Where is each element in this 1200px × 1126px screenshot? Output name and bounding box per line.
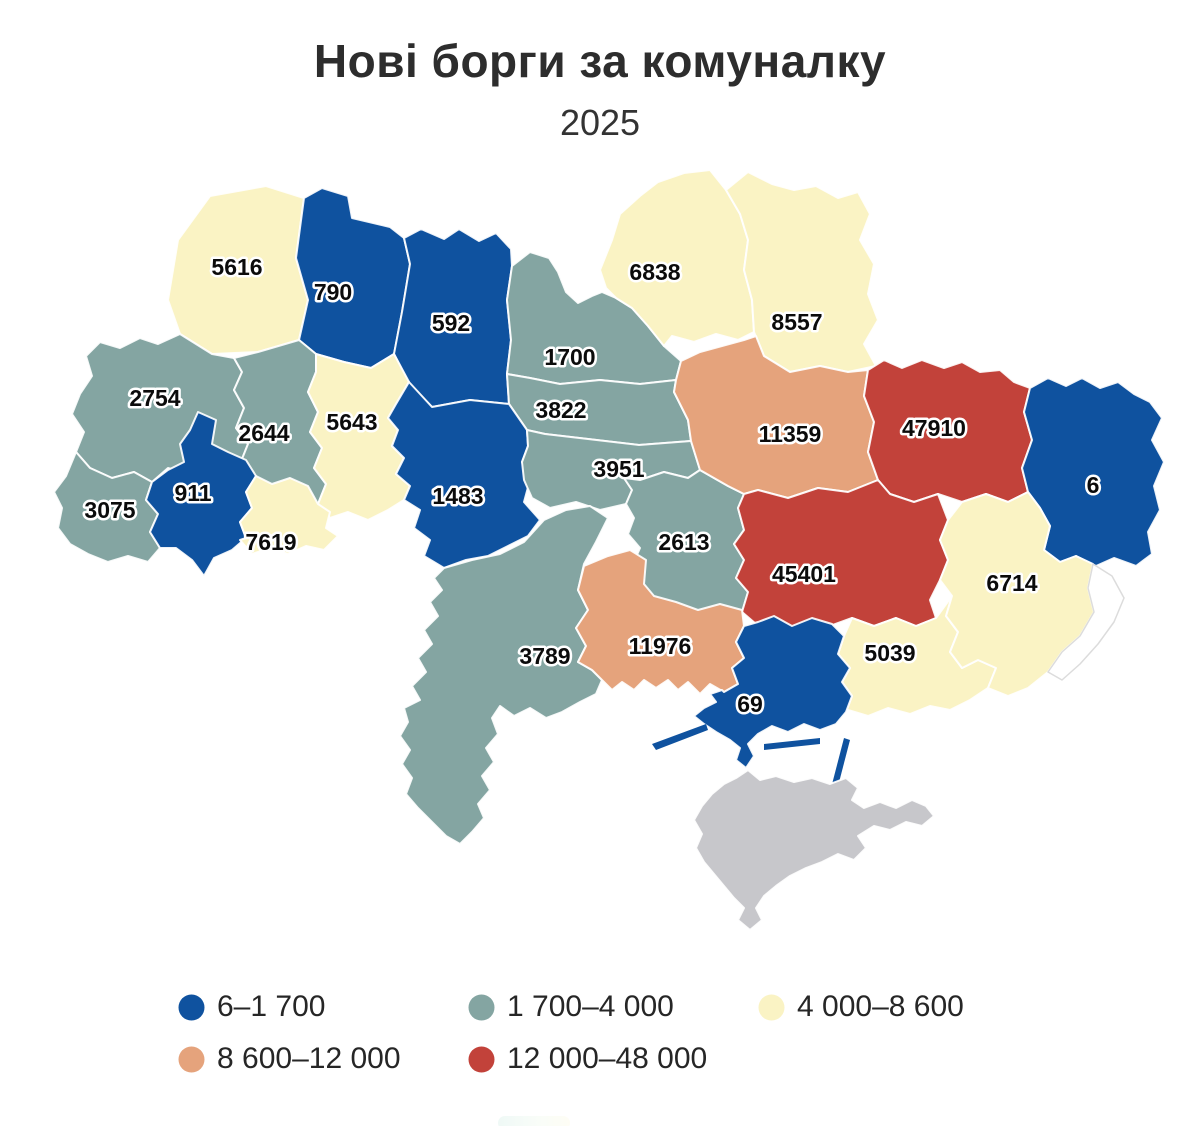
bottom-logo-fragment — [498, 1116, 570, 1126]
legend-item: 8 600–12 000 — [178, 1042, 401, 1076]
coastal-spit — [764, 738, 820, 750]
region-value-label: 3075 — [84, 497, 135, 523]
page-title: Нові борги за комуналку — [313, 35, 887, 87]
region-value-label: 2644 — [238, 420, 289, 446]
region-value-label: 69 — [737, 691, 763, 717]
legend-dot-icon — [178, 994, 205, 1020]
region-value-label: 3951 — [593, 456, 644, 482]
region-value-label: 47910 — [902, 415, 966, 441]
map-region-uncolored — [1047, 563, 1125, 681]
map-region — [575, 549, 745, 695]
map-region — [295, 187, 411, 369]
map-region — [725, 171, 879, 373]
region-value-label: 3789 — [519, 643, 570, 669]
region-value-label: 1483 — [432, 483, 483, 509]
legend-dot-icon — [468, 1046, 495, 1072]
map-region — [733, 479, 949, 629]
legend-label: 12 000–48 000 — [507, 1042, 708, 1075]
map-region — [239, 475, 339, 555]
region-value-label: 8557 — [771, 309, 822, 335]
legend-label: 1 700–4 000 — [507, 990, 674, 1023]
region-value-label: 5039 — [864, 640, 915, 666]
map-region — [145, 411, 257, 577]
region-value-label: 6838 — [629, 259, 680, 285]
legend-item: 6–1 700 — [178, 990, 325, 1024]
region-value-label: 2754 — [129, 385, 180, 411]
coastal-spit — [652, 724, 708, 750]
legend-item: 1 700–4 000 — [468, 990, 674, 1024]
region-value-label: 5643 — [326, 409, 377, 435]
map-regions — [53, 169, 1165, 931]
region-value-label: 911 — [174, 480, 211, 506]
legend-dot-icon — [758, 994, 785, 1020]
region-value-label: 45401 — [772, 561, 836, 587]
region-value-label: 2613 — [658, 529, 709, 555]
region-value-label: 6714 — [986, 570, 1037, 596]
region-value-label: 3822 — [535, 397, 586, 423]
map-region — [399, 505, 609, 845]
legend-label: 4 000–8 600 — [797, 990, 964, 1023]
map-region — [53, 451, 161, 563]
legend-item: 12 000–48 000 — [468, 1042, 707, 1076]
legend-label: 8 600–12 000 — [217, 1042, 401, 1075]
region-value-label: 1700 — [544, 344, 595, 370]
legend-label: 6–1 700 — [217, 990, 326, 1023]
region-value-label: 5616 — [211, 254, 262, 280]
region-value-label: 6 — [1087, 472, 1100, 498]
legend-dot-icon — [178, 1046, 205, 1072]
region-value-label: 790 — [314, 279, 352, 305]
legend-dot-icon — [468, 994, 495, 1020]
region-value-label: 7619 — [245, 529, 296, 555]
coastal-spit — [830, 738, 850, 794]
page-subtitle: 2025 — [559, 102, 641, 143]
map-region — [693, 615, 853, 769]
map-region — [939, 491, 1095, 697]
region-value-label: 11976 — [629, 633, 692, 659]
map-region-crimea — [693, 769, 935, 931]
region-value-labels: 5616 790 592 1700 3822 6838 8557 2754 26… — [82, 252, 1102, 720]
legend-item: 4 000–8 600 — [758, 990, 964, 1024]
region-value-label: 592 — [432, 310, 470, 336]
region-value-label: 11359 — [759, 421, 822, 447]
